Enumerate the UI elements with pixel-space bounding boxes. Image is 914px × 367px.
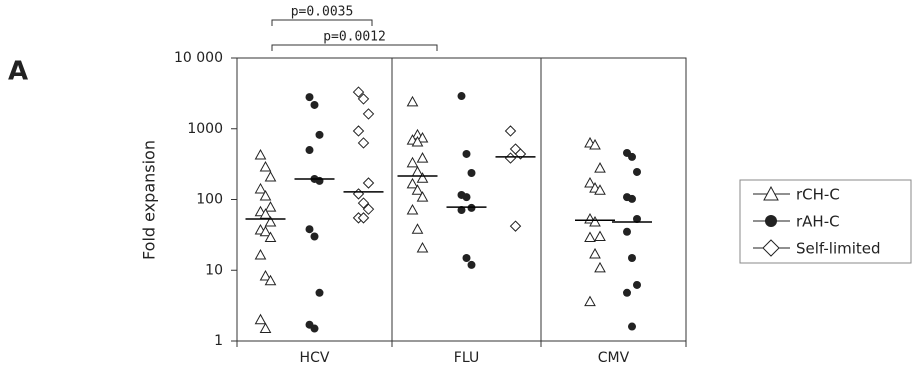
data-point bbox=[411, 223, 424, 234]
data-point bbox=[406, 95, 419, 107]
data-point bbox=[628, 253, 636, 262]
data-point bbox=[584, 231, 596, 243]
data-point bbox=[504, 152, 517, 164]
data-point bbox=[416, 131, 429, 143]
legend-marker bbox=[762, 239, 780, 257]
data-point bbox=[259, 160, 272, 172]
data-point bbox=[315, 176, 324, 185]
data-point bbox=[628, 322, 636, 331]
data-point bbox=[254, 249, 267, 260]
data-point bbox=[623, 227, 631, 236]
data-point bbox=[411, 135, 424, 147]
data-point bbox=[259, 208, 272, 219]
data-point bbox=[406, 156, 419, 168]
data-point bbox=[315, 130, 324, 139]
data-point bbox=[467, 203, 476, 212]
legend-label: rAH-C bbox=[796, 213, 840, 231]
data-point bbox=[264, 231, 277, 243]
data-point bbox=[462, 149, 471, 158]
data-point bbox=[584, 295, 596, 307]
data-point bbox=[310, 324, 319, 333]
panel-label: A bbox=[8, 57, 28, 87]
data-point bbox=[589, 247, 601, 259]
data-point bbox=[357, 137, 370, 149]
data-point bbox=[628, 152, 636, 161]
data-point bbox=[589, 216, 601, 227]
data-point bbox=[259, 189, 272, 201]
data-point bbox=[406, 177, 419, 189]
data-point bbox=[594, 162, 606, 173]
data-point bbox=[264, 274, 277, 286]
data-point bbox=[254, 313, 267, 325]
annotation: p=0.0035 bbox=[291, 5, 354, 20]
y-tick-label: 1 bbox=[214, 333, 223, 349]
data-point bbox=[462, 193, 471, 202]
legend-label: Self-limited bbox=[796, 240, 881, 258]
data-point bbox=[457, 206, 466, 215]
data-point bbox=[462, 253, 471, 262]
data-point bbox=[310, 100, 319, 109]
y-tick-label: 10 bbox=[205, 262, 223, 278]
data-point bbox=[416, 191, 429, 202]
data-point bbox=[411, 184, 424, 195]
legend-marker bbox=[763, 185, 779, 201]
data-point bbox=[406, 203, 419, 215]
data-point bbox=[362, 177, 375, 189]
data-point bbox=[584, 176, 596, 188]
data-point bbox=[305, 225, 314, 234]
plot-frame bbox=[236, 57, 687, 342]
data-point bbox=[305, 93, 314, 102]
annotation: p=0.0012 bbox=[323, 30, 386, 45]
data-point bbox=[305, 146, 314, 155]
x-tick-label: HCV bbox=[300, 350, 330, 366]
data-point bbox=[467, 168, 476, 177]
data-point bbox=[633, 280, 641, 289]
data-point bbox=[594, 261, 606, 273]
data-point bbox=[504, 125, 517, 137]
data-point bbox=[467, 260, 476, 269]
significance-bracket bbox=[271, 19, 373, 26]
significance-bracket bbox=[271, 44, 438, 51]
data-point bbox=[259, 269, 272, 281]
y-axis-label: Fold expansion bbox=[140, 140, 159, 260]
y-tick-label: 10 000 bbox=[174, 50, 223, 66]
data-point bbox=[589, 138, 601, 150]
data-point bbox=[357, 197, 370, 209]
data-point bbox=[633, 215, 641, 224]
data-point bbox=[352, 125, 365, 137]
data-point bbox=[594, 184, 606, 195]
x-tick-label: FLU bbox=[454, 350, 479, 366]
data-point bbox=[264, 216, 277, 227]
data-point bbox=[416, 172, 429, 183]
data-point bbox=[315, 288, 324, 297]
data-point bbox=[259, 322, 272, 334]
y-tick-label: 100 bbox=[196, 192, 223, 208]
data-point bbox=[310, 232, 319, 241]
data-point bbox=[264, 170, 277, 182]
data-point bbox=[416, 152, 429, 163]
data-point bbox=[264, 201, 277, 212]
data-point bbox=[633, 167, 641, 176]
x-tick-label: CMV bbox=[598, 350, 630, 366]
data-point bbox=[357, 212, 370, 224]
data-point bbox=[352, 188, 365, 200]
data-point bbox=[254, 148, 267, 160]
data-point bbox=[594, 230, 606, 241]
data-point bbox=[352, 86, 365, 98]
data-point bbox=[259, 225, 272, 237]
data-point bbox=[411, 165, 424, 177]
legend-label: rCH-C bbox=[796, 186, 840, 204]
data-point bbox=[357, 93, 370, 105]
legend-marker bbox=[765, 215, 777, 227]
data-point bbox=[362, 203, 375, 215]
y-tick-label: 1000 bbox=[187, 121, 223, 137]
data-point bbox=[623, 288, 631, 297]
data-point bbox=[457, 92, 466, 101]
data-point bbox=[509, 220, 522, 232]
data-point bbox=[254, 182, 267, 194]
data-point bbox=[416, 242, 429, 253]
data-point bbox=[628, 194, 636, 203]
data-point bbox=[362, 108, 375, 120]
